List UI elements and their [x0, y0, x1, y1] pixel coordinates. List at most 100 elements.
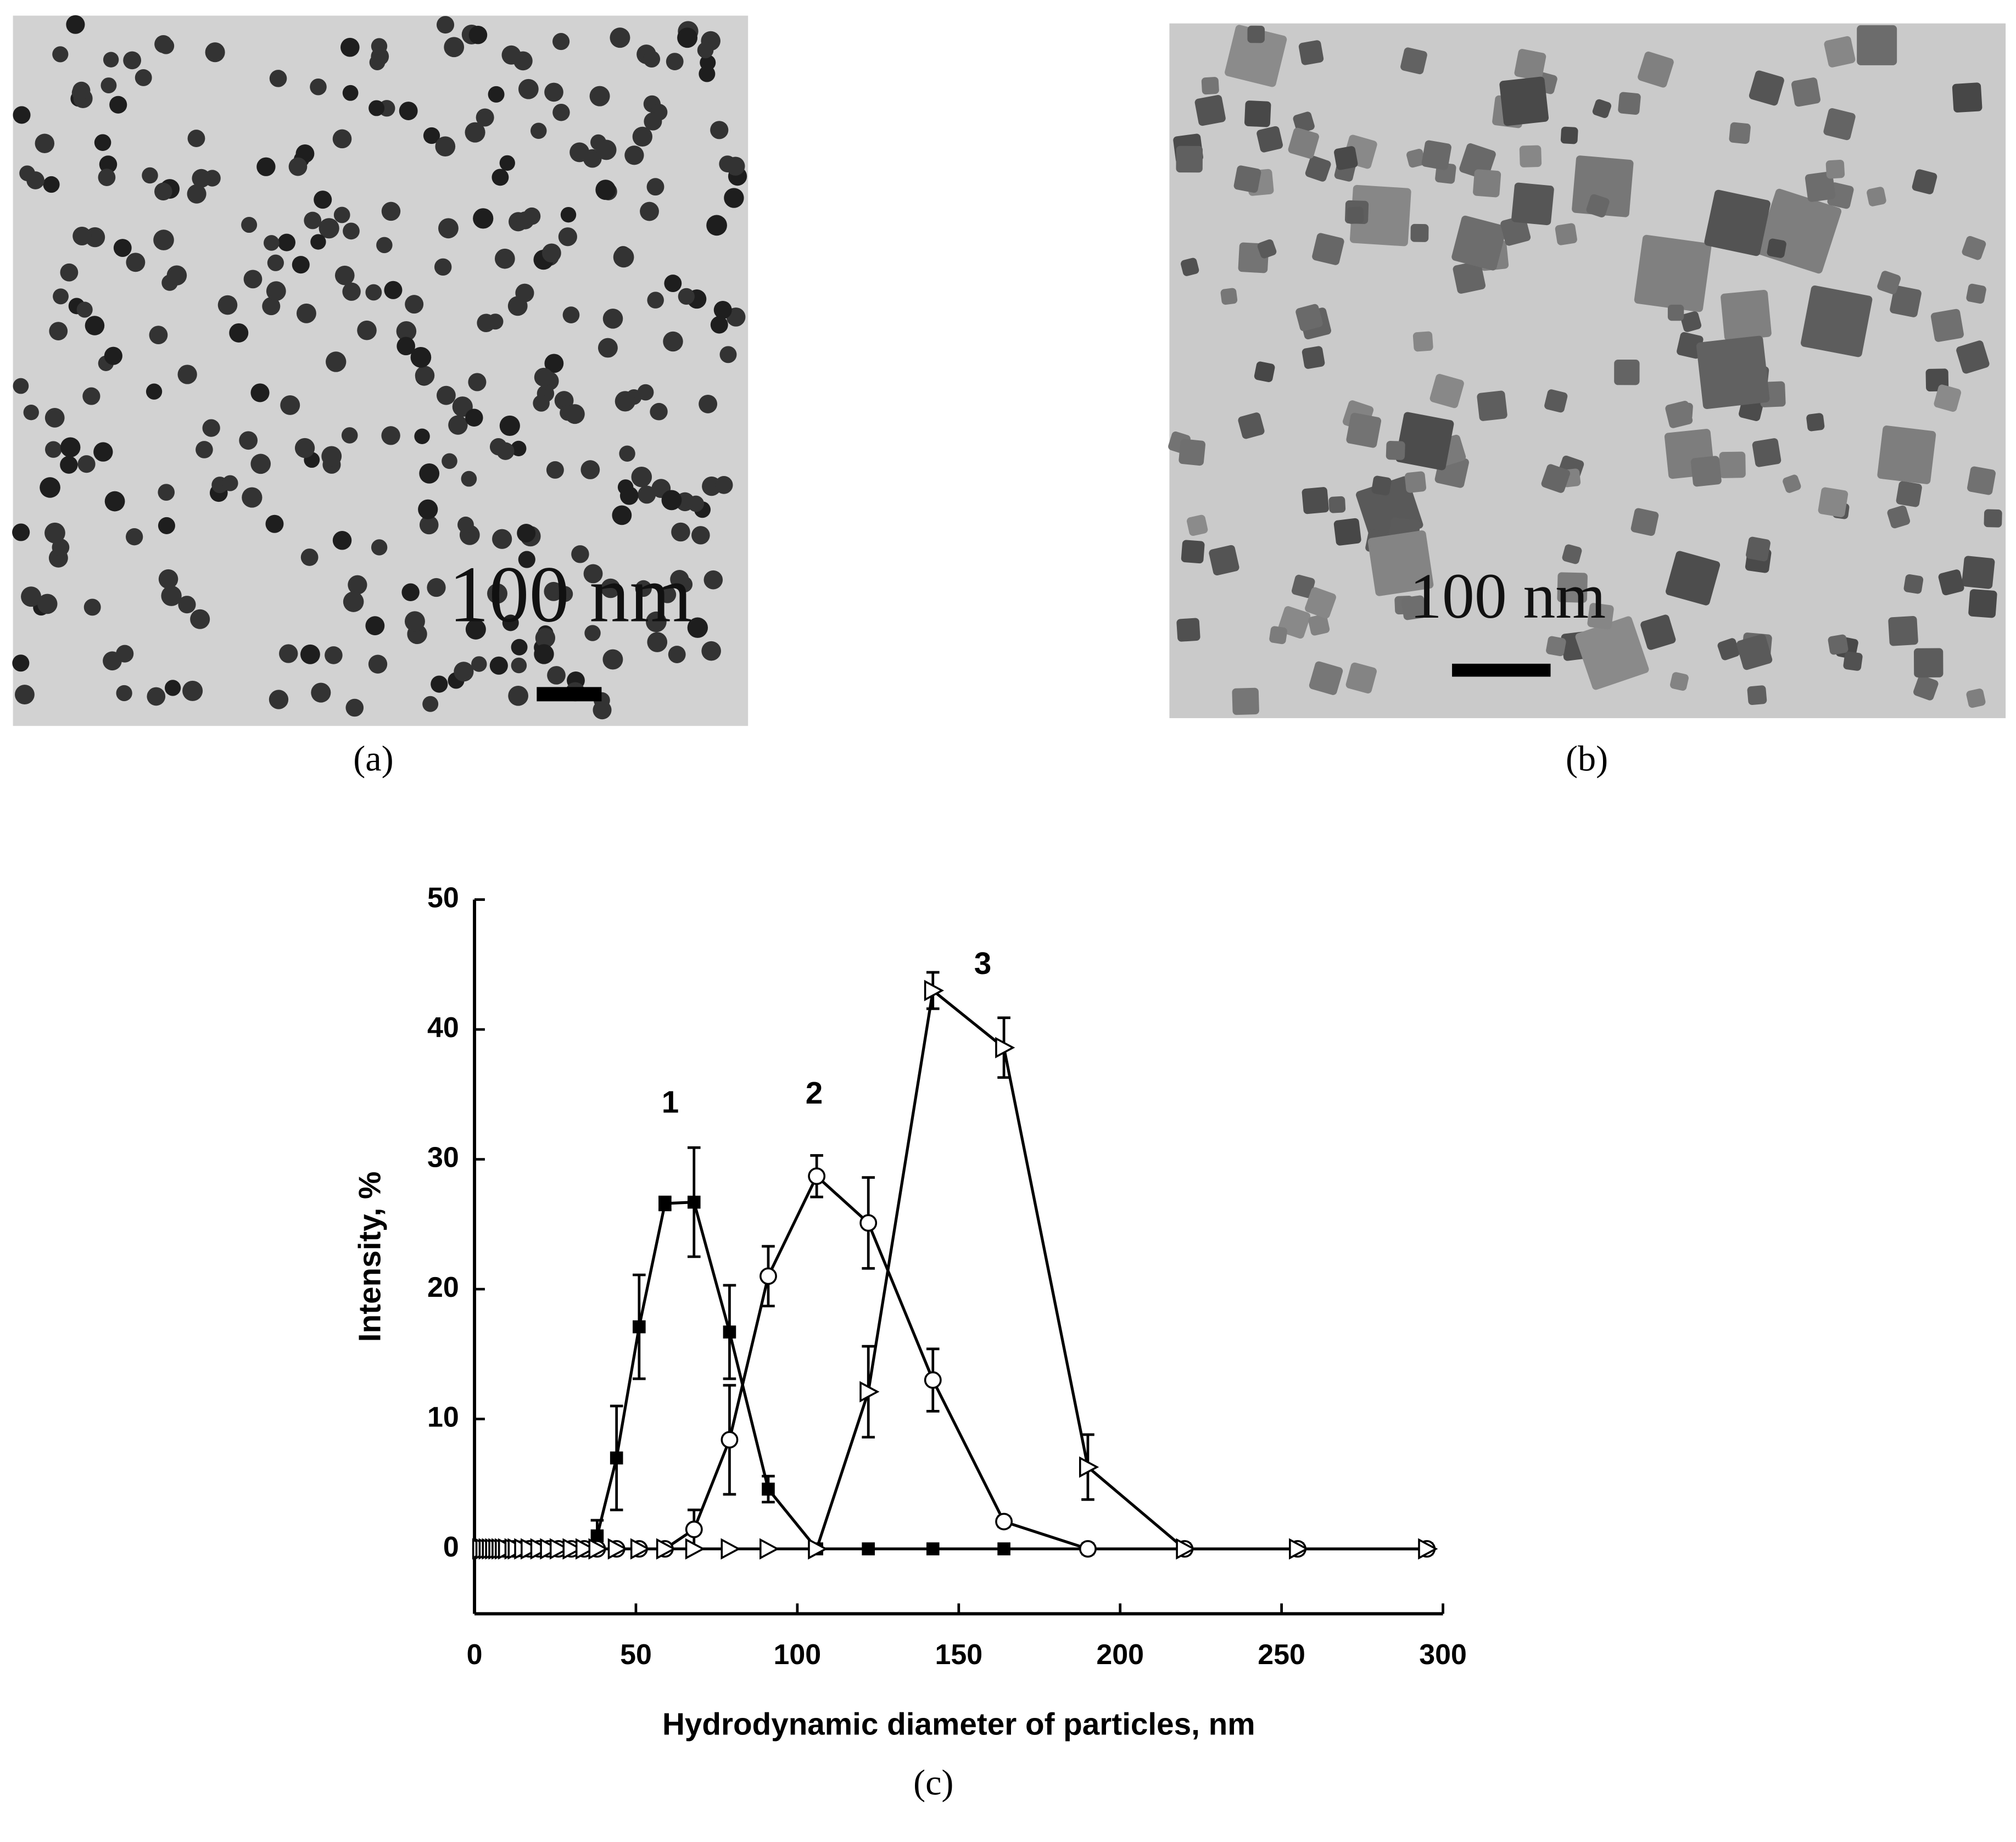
particle	[288, 157, 308, 176]
particle	[699, 394, 718, 413]
particle	[1302, 346, 1325, 369]
particle	[1791, 77, 1820, 107]
particle	[557, 586, 573, 602]
particle	[1877, 271, 1901, 294]
marker	[588, 1538, 608, 1560]
particle	[418, 499, 438, 519]
particle	[368, 654, 388, 674]
particle	[1749, 70, 1784, 106]
particle	[49, 322, 68, 340]
particle	[1176, 618, 1200, 642]
particle	[488, 86, 505, 103]
particle	[1586, 194, 1610, 217]
particle	[535, 628, 556, 648]
particle	[23, 405, 39, 421]
particle	[365, 616, 385, 636]
particle	[1913, 675, 1939, 701]
particle	[66, 15, 85, 34]
particle	[612, 505, 632, 525]
particle	[83, 598, 101, 616]
scale-bar	[537, 687, 602, 702]
series-line	[481, 1174, 1427, 1550]
particle	[1305, 156, 1331, 182]
particle	[558, 227, 577, 247]
particle	[688, 495, 704, 512]
particle	[348, 575, 367, 595]
particle	[710, 316, 728, 334]
particle	[319, 218, 339, 239]
particle	[658, 586, 677, 603]
particle	[1410, 223, 1429, 242]
particle	[250, 383, 270, 402]
particle	[511, 440, 527, 457]
particle	[104, 346, 122, 365]
particle	[697, 42, 714, 59]
particle	[1690, 456, 1722, 487]
particle	[1984, 509, 2002, 528]
marker	[862, 1542, 875, 1555]
particle	[602, 649, 623, 670]
particle	[217, 295, 238, 315]
tem-image-b	[1168, 23, 2006, 719]
particle	[1179, 439, 1206, 466]
particle	[1181, 257, 1199, 276]
particle	[1962, 556, 1995, 589]
particle	[415, 366, 435, 385]
particle	[523, 207, 541, 225]
particle	[1670, 672, 1689, 691]
particle	[1938, 569, 1964, 596]
particle	[1349, 184, 1411, 247]
particle	[146, 383, 163, 400]
particle	[494, 248, 515, 269]
particle	[580, 460, 600, 479]
marker	[562, 1538, 583, 1560]
particle	[571, 545, 589, 563]
particle	[1453, 261, 1486, 294]
particle	[1572, 155, 1634, 217]
particle	[584, 625, 601, 641]
particle	[615, 391, 635, 412]
particle	[631, 466, 652, 488]
particle	[147, 687, 166, 706]
particle	[340, 37, 360, 57]
particle	[706, 215, 727, 236]
particle	[104, 491, 125, 512]
particle	[646, 178, 664, 196]
marker	[630, 1538, 651, 1560]
particle	[1818, 487, 1849, 517]
marker	[1289, 1538, 1309, 1560]
particle	[381, 201, 401, 221]
marker	[995, 1513, 1013, 1531]
particle	[1560, 126, 1578, 144]
particle	[40, 477, 60, 498]
particle	[1696, 335, 1770, 410]
particle	[544, 82, 563, 102]
particle	[1887, 505, 1911, 529]
marker	[658, 1197, 672, 1210]
marker	[721, 1431, 739, 1449]
particle	[52, 46, 69, 63]
marker	[685, 1538, 706, 1560]
particle	[515, 283, 534, 303]
particle	[1225, 25, 1287, 87]
particle	[1511, 182, 1554, 226]
particle	[267, 254, 284, 271]
particle	[410, 346, 432, 368]
particle	[1401, 595, 1426, 620]
particle	[103, 52, 119, 68]
particle	[334, 265, 355, 285]
particle	[511, 639, 528, 656]
particle	[1412, 331, 1433, 352]
particle	[1634, 234, 1712, 312]
particle	[457, 516, 474, 533]
particle	[499, 155, 515, 171]
particle	[196, 441, 213, 458]
particle	[530, 122, 547, 139]
particle	[1752, 438, 1782, 467]
marker	[762, 1482, 775, 1496]
particle	[202, 419, 220, 437]
particle	[670, 570, 689, 589]
particle	[44, 441, 62, 458]
particle	[396, 321, 417, 341]
annotation: 2	[806, 1076, 823, 1111]
